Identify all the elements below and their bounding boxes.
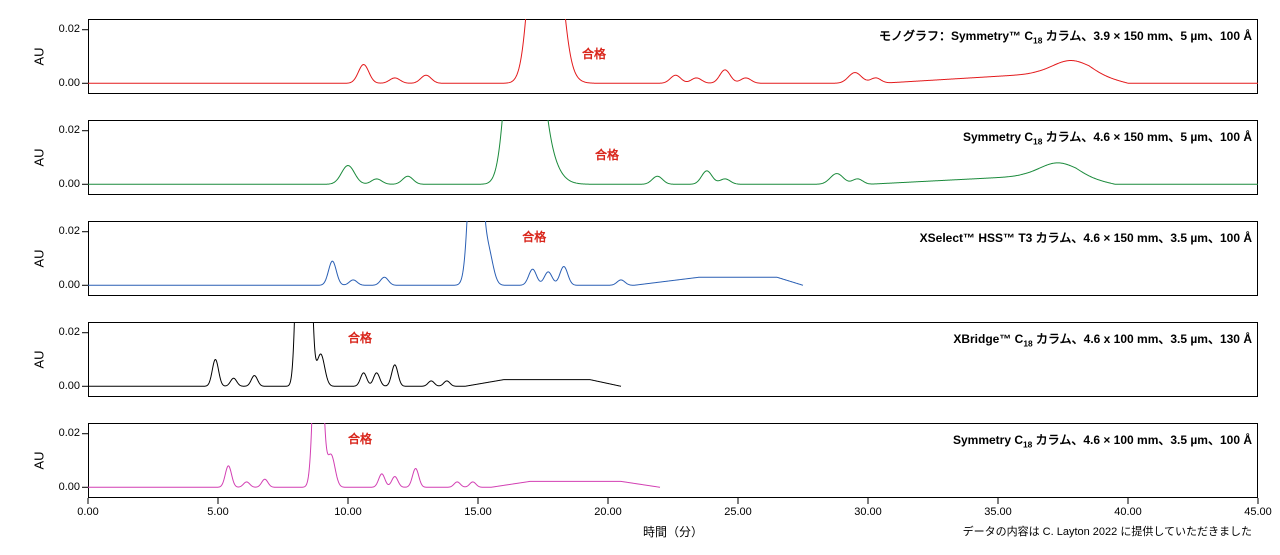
ytick-label: 0.00 [59, 380, 80, 392]
ytick-label: 0.02 [59, 23, 80, 35]
chromatogram-figure: 0.00 0.02 AU 合格 モノグラフ：Symmetry™ C18 カラム、3.9 … [0, 0, 1280, 555]
xtick-label: 40.00 [1114, 506, 1142, 518]
xtick-label: 45.00 [1244, 506, 1272, 518]
ytick-label: 0.00 [59, 77, 80, 89]
xtick-label: 0.00 [77, 506, 98, 518]
pass-label: 合格 [595, 146, 619, 163]
ytick-label: 0.02 [59, 427, 80, 439]
xtick-label: 35.00 [984, 506, 1012, 518]
ytick-label: 0.00 [59, 178, 80, 190]
data-credit: データの内容は C. Layton 2022 に提供していただきました [963, 523, 1252, 539]
ytick-label: 0.02 [59, 225, 80, 237]
ytick-label: 0.02 [59, 326, 80, 338]
pass-label: 合格 [348, 430, 372, 447]
panel-legend: XBridge™ C18 カラム、4.6 x 100 mm、3.5 µm、130… [953, 330, 1252, 348]
y-axis-label: AU [32, 451, 47, 469]
xtick-label: 10.00 [334, 506, 362, 518]
panel-legend: Symmetry C18 カラム、4.6 × 100 mm、3.5 µm、100… [953, 431, 1252, 449]
x-axis-title: 時間（分） [643, 523, 703, 540]
ytick-label: 0.02 [59, 124, 80, 136]
ytick-label: 0.00 [59, 481, 80, 493]
panel-legend: Symmetry C18 カラム、4.6 × 150 mm、5 µm、100 Å [963, 128, 1252, 146]
chromatogram-trace [88, 219, 803, 285]
xtick-label: 5.00 [207, 506, 228, 518]
xtick-label: 25.00 [724, 506, 752, 518]
xtick-label: 30.00 [854, 506, 882, 518]
panel-legend: モノグラフ：Symmetry™ C18 カラム、3.9 × 150 mm、5 µ… [879, 27, 1252, 45]
y-axis-label: AU [32, 249, 47, 267]
pass-label: 合格 [348, 329, 372, 346]
chromatogram-trace [88, 421, 660, 487]
pass-label: 合格 [582, 45, 606, 62]
y-axis-label: AU [32, 47, 47, 65]
ytick-label: 0.00 [59, 279, 80, 291]
xtick-label: 15.00 [464, 506, 492, 518]
x-axis-ticks [88, 498, 1258, 506]
xtick-label: 20.00 [594, 506, 622, 518]
pass-label: 合格 [522, 228, 546, 245]
y-axis-label: AU [32, 148, 47, 166]
panel-legend: XSelect™ HSS™ T3 カラム、4.6 × 150 mm、3.5 µm… [920, 229, 1252, 246]
y-axis-label: AU [32, 350, 47, 368]
